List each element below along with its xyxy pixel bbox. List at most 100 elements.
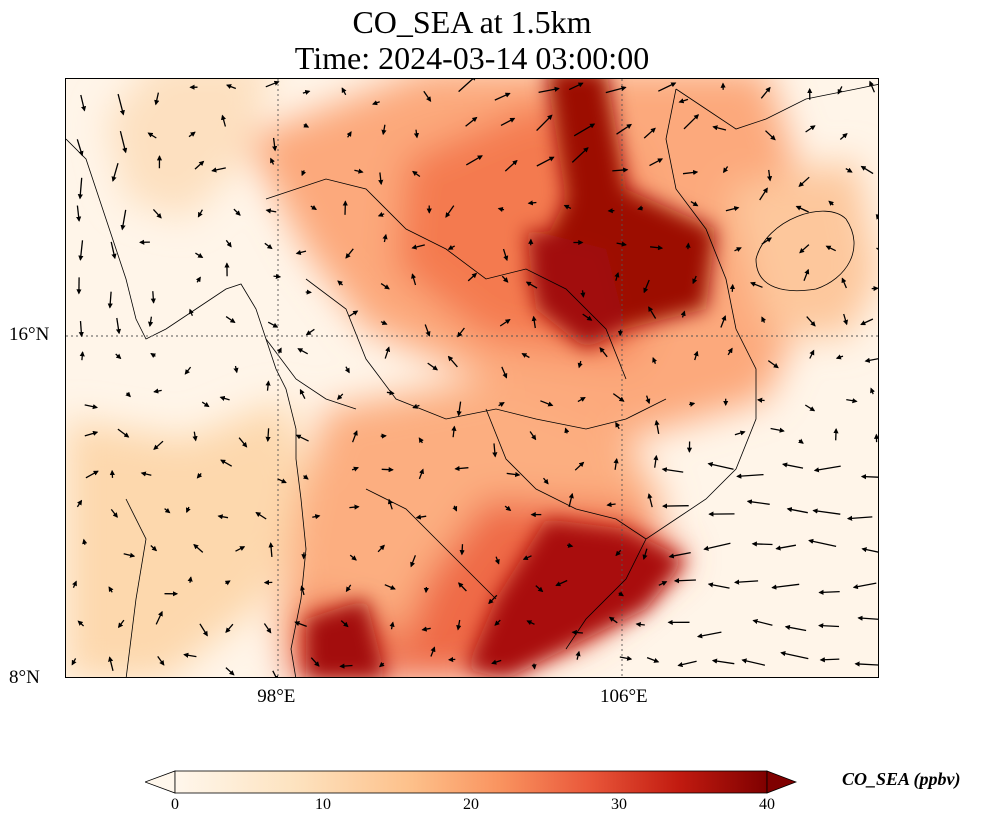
wind-vectors (71, 79, 878, 677)
wind-arrow (150, 353, 157, 359)
wind-arrow (580, 290, 586, 298)
wind-arrow (499, 319, 511, 327)
wind-arrow (147, 316, 154, 328)
lat-tick-label: 16°N (9, 324, 50, 346)
wind-arrow (837, 86, 843, 95)
wind-arrow (192, 431, 198, 442)
wind-arrow (571, 147, 589, 163)
wind-arrow (571, 629, 583, 636)
wind-arrow (454, 465, 469, 472)
wind-arrow (199, 623, 208, 637)
lat-tick-label: 8°N (9, 667, 40, 688)
wind-arrow (568, 82, 584, 91)
gridlines (66, 79, 878, 677)
wind-arrow (265, 80, 280, 88)
wind-arrow (527, 200, 537, 206)
wind-arrow (467, 272, 478, 282)
wind-arrow (115, 353, 122, 360)
wind-arrow (642, 548, 648, 560)
wind-arrow (673, 578, 696, 584)
wind-arrow (299, 388, 306, 399)
colorbar (145, 770, 797, 794)
wind-arrow (501, 366, 508, 379)
wind-arrow (458, 79, 477, 93)
wind-arrow (188, 131, 196, 138)
wind-arrow (379, 661, 385, 668)
wind-arrow (860, 165, 874, 175)
wind-arrow (349, 554, 357, 561)
wind-arrow (85, 470, 99, 479)
map-title: CO_SEA at 1.5km (352, 4, 592, 40)
wind-arrow (819, 657, 840, 663)
colorbar-tick-label: 10 (315, 796, 331, 813)
wind-arrow (233, 365, 239, 374)
wind-arrow (492, 443, 498, 458)
wind-arrow (608, 616, 618, 624)
wind-arrow (196, 472, 203, 479)
wind-arrow (386, 390, 395, 396)
wind-arrow (224, 580, 231, 586)
wind-arrow (506, 471, 521, 478)
wind-arrow (806, 316, 816, 327)
wind-arrow (805, 125, 816, 133)
wind-arrow (312, 514, 321, 520)
wind-arrow (525, 281, 538, 289)
wind-arrow (263, 623, 272, 634)
wind-arrow (839, 133, 848, 140)
wind-arrow (447, 355, 458, 368)
wind-arrow (803, 268, 810, 281)
wind-arrow (424, 324, 431, 337)
wind-arrow (741, 658, 766, 666)
wind-arrow (733, 579, 759, 585)
wind-arrow (725, 206, 740, 212)
wind-arrow (536, 114, 553, 132)
wind-arrow (653, 454, 659, 468)
wind-arrow (751, 541, 773, 547)
wind-arrow (411, 244, 425, 250)
wind-arrow (76, 205, 82, 222)
wind-arrow (117, 428, 130, 438)
wind-arrow (843, 313, 849, 326)
co-high-concentration (306, 79, 716, 677)
wind-arrow (346, 131, 352, 138)
wind-arrow (295, 249, 307, 255)
wind-arrow (77, 620, 85, 627)
wind-arrow (345, 584, 352, 593)
wind-arrow (456, 619, 462, 631)
wind-arrow (683, 114, 700, 130)
wind-arrow (813, 465, 841, 473)
wind-arrow (233, 208, 241, 216)
wind-arrow (183, 652, 197, 658)
wind-arrow (273, 273, 282, 279)
wind-arrow (380, 283, 390, 290)
wind-arrow (540, 400, 554, 407)
wind-arrow (381, 124, 387, 136)
wind-arrow (526, 620, 535, 626)
wind-arrow (646, 656, 660, 663)
wind-arrow (410, 555, 417, 568)
colorbar-tick-label: 30 (611, 796, 627, 813)
wind-arrow (573, 123, 596, 137)
wind-arrow (147, 132, 157, 139)
wind-arrow (734, 430, 746, 436)
wind-arrow (125, 391, 131, 398)
wind-arrow (272, 137, 278, 152)
wind-arrow (498, 402, 505, 407)
wind-arrow (225, 623, 234, 633)
wind-arrow (861, 547, 878, 553)
wind-arrow (384, 584, 396, 590)
wind-arrow (382, 233, 388, 243)
wind-arrow (187, 576, 193, 583)
wind-arrow (421, 626, 431, 632)
wind-arrow (238, 437, 248, 448)
wind-arrow (804, 404, 816, 412)
wind-arrow (661, 467, 684, 473)
wind-arrow (617, 329, 624, 337)
wind-arrow (846, 398, 858, 404)
wind-arrow (497, 206, 505, 213)
wind-arrow (809, 349, 815, 359)
wind-arrow (501, 275, 509, 283)
wind-arrow (194, 160, 205, 170)
wind-arrow (564, 427, 570, 434)
wind-arrow (612, 393, 625, 402)
